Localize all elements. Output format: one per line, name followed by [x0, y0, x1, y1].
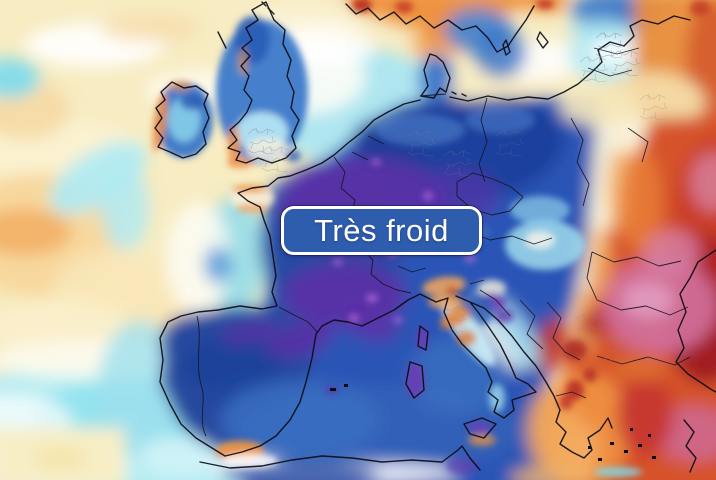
cold-annotation-text: Très froid — [314, 213, 449, 248]
island-dots — [330, 384, 656, 461]
country-borders-layer — [196, 47, 691, 437]
cold-annotation: Très froid — [281, 206, 482, 255]
coastlines-layer — [154, 1, 716, 473]
